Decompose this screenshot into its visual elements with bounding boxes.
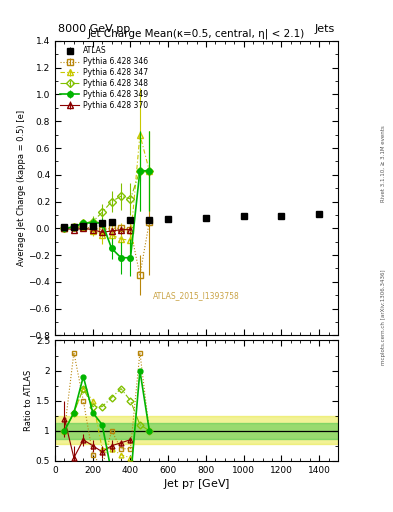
Text: mcplots.cern.ch [arXiv:1306.3436]: mcplots.cern.ch [arXiv:1306.3436] [381, 270, 386, 365]
X-axis label: Jet p$_T$ [GeV]: Jet p$_T$ [GeV] [163, 477, 230, 492]
Title: Jet Charge Mean(κ=0.5, central, η| < 2.1): Jet Charge Mean(κ=0.5, central, η| < 2.1… [88, 29, 305, 39]
Text: Rivet 3.1.10, ≥ 3.1M events: Rivet 3.1.10, ≥ 3.1M events [381, 125, 386, 202]
Text: Jets: Jets [315, 24, 335, 34]
Y-axis label: Ratio to ATLAS: Ratio to ATLAS [24, 370, 33, 431]
Text: 8000 GeV pp: 8000 GeV pp [58, 24, 130, 34]
Y-axis label: Average Jet Charge (kappa = 0.5) [e]: Average Jet Charge (kappa = 0.5) [e] [17, 110, 26, 266]
Text: ATLAS_2015_I1393758: ATLAS_2015_I1393758 [153, 291, 240, 300]
Legend: ATLAS, Pythia 6.428 346, Pythia 6.428 347, Pythia 6.428 348, Pythia 6.428 349, P: ATLAS, Pythia 6.428 346, Pythia 6.428 34… [58, 44, 151, 112]
